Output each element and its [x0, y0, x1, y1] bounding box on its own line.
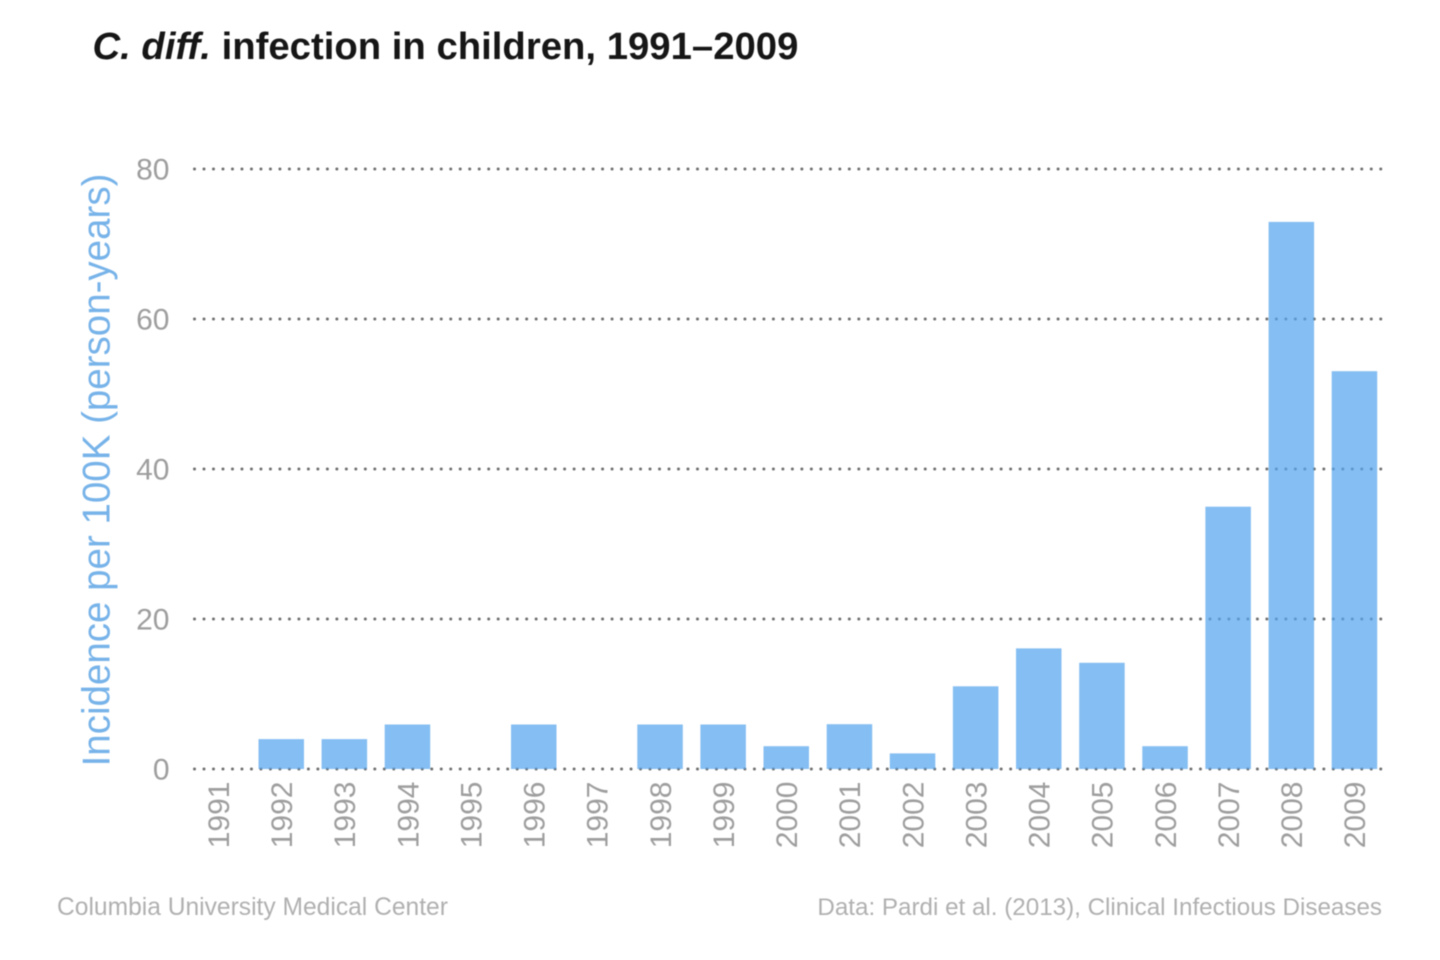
svg-text:2007: 2007: [1213, 782, 1246, 849]
svg-text:2000: 2000: [771, 782, 804, 849]
svg-text:2003: 2003: [961, 782, 994, 849]
svg-text:80: 80: [136, 154, 169, 187]
svg-text:2008: 2008: [1276, 782, 1309, 849]
svg-text:C. diff. infection in children: C. diff. infection in children, 1991–200…: [93, 25, 799, 68]
svg-text:1999: 1999: [708, 782, 741, 849]
svg-text:1997: 1997: [582, 782, 615, 849]
svg-text:1993: 1993: [329, 782, 362, 849]
svg-text:1998: 1998: [645, 782, 678, 849]
svg-text:40: 40: [136, 454, 169, 487]
svg-text:2001: 2001: [834, 782, 867, 849]
svg-text:Incidence per 100K (person-yea: Incidence per 100K (person-years): [76, 174, 119, 767]
svg-text:1996: 1996: [519, 782, 552, 849]
svg-text:60: 60: [136, 304, 169, 337]
svg-text:Columbia University Medical Ce: Columbia University Medical Center: [57, 894, 448, 921]
svg-text:1995: 1995: [455, 782, 488, 849]
svg-text:1994: 1994: [392, 782, 425, 849]
svg-text:1992: 1992: [266, 782, 299, 849]
svg-text:Data: Pardi et al. (2013), Cli: Data: Pardi et al. (2013), Clinical Infe…: [817, 894, 1382, 921]
svg-text:20: 20: [136, 604, 169, 637]
svg-text:2009: 2009: [1339, 782, 1372, 849]
svg-text:0: 0: [153, 754, 170, 787]
svg-text:1991: 1991: [203, 782, 236, 849]
svg-text:2002: 2002: [897, 782, 930, 849]
svg-text:2005: 2005: [1087, 782, 1120, 849]
svg-text:2006: 2006: [1150, 782, 1183, 849]
svg-text:2004: 2004: [1024, 782, 1057, 849]
